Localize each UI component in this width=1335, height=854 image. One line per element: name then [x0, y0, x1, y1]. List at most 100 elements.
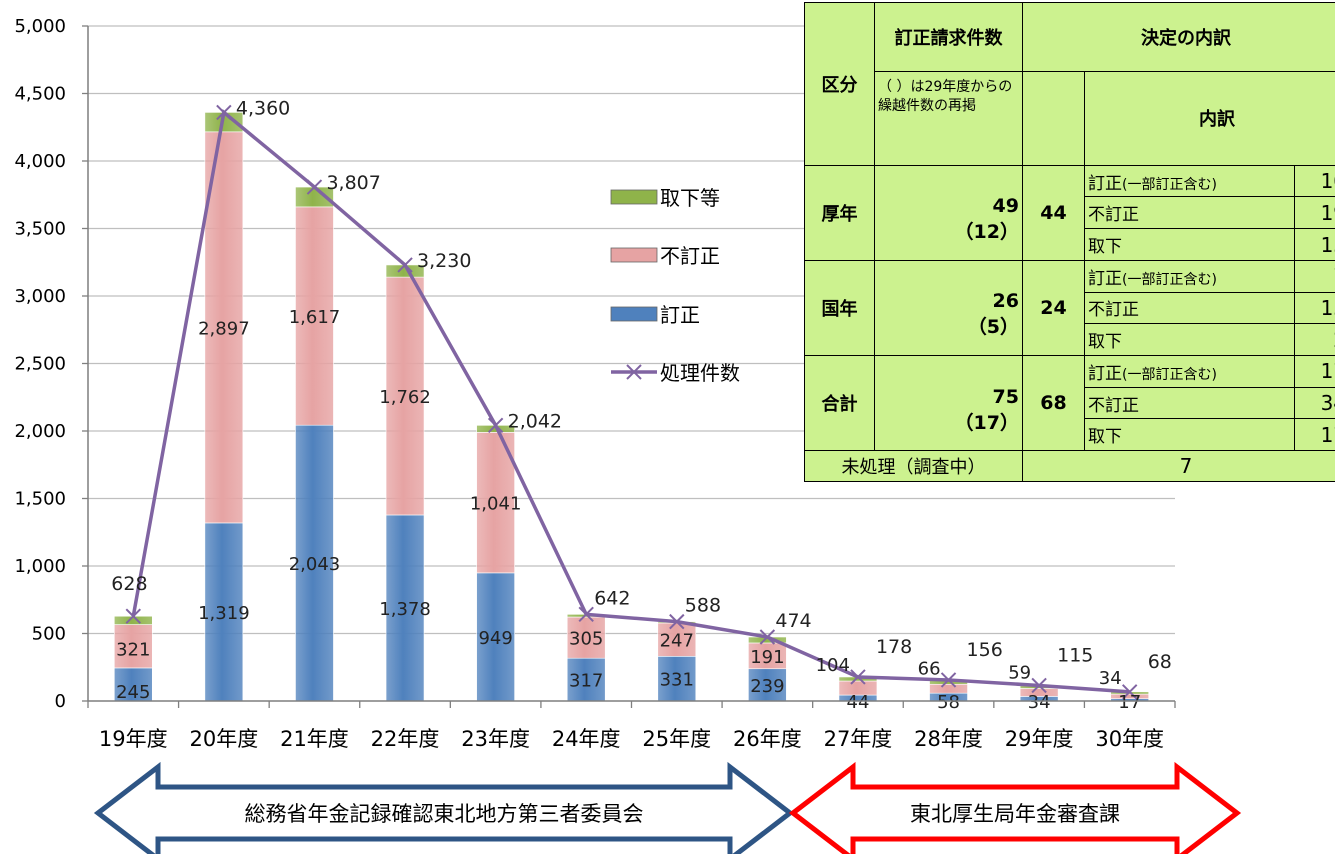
breakdown-value: 19 — [1293, 196, 1335, 230]
label-futeisei: 1,617 — [289, 307, 341, 328]
label-total: 3,230 — [417, 250, 471, 272]
bars — [113, 112, 1150, 702]
label-futeisei: 1,762 — [379, 387, 431, 408]
label-total: 642 — [594, 587, 630, 609]
breakdown-label: 訂正(一部訂正含む) — [1084, 259, 1295, 293]
breakdown-label-text: 取下 — [1088, 237, 1122, 258]
y-tick-label: 0 — [55, 691, 66, 712]
bar-teisei — [566, 657, 606, 702]
total-marker — [669, 613, 685, 630]
y-tick-label: 5,000 — [14, 16, 66, 37]
row-carry-value: （17） — [954, 411, 1019, 434]
breakdown-label-sub: (一部訂正含む) — [1122, 271, 1217, 288]
total-marker — [306, 179, 323, 195]
total-marker — [850, 669, 866, 685]
y-tick-label: 3,000 — [14, 286, 66, 307]
breakdown-label: 取下 — [1084, 418, 1295, 452]
label-futeisei: 34 — [1099, 668, 1122, 689]
label-futeisei: 321 — [116, 639, 150, 660]
y-tick-label: 4,000 — [14, 151, 66, 172]
y-tick-label: 1,500 — [14, 489, 66, 510]
label-teisei: 17 — [1118, 692, 1141, 713]
row-count: 49 （12） — [874, 164, 1023, 261]
legend-item: 訂正 — [610, 303, 700, 327]
breakdown-value: 15 — [1293, 228, 1335, 261]
label-futeisei: 2,897 — [198, 318, 250, 339]
bar-futeisei — [385, 276, 425, 516]
x-tick-label: 30年度 — [1095, 727, 1164, 751]
breakdown-value: 17 — [1293, 355, 1335, 388]
label-total: 4,360 — [236, 97, 290, 119]
label-teisei: 245 — [116, 682, 150, 703]
x-tick-label: 24年度 — [552, 727, 621, 751]
breakdown-label-text: 不訂正 — [1088, 395, 1139, 416]
total-marker — [397, 257, 413, 273]
bar-teisei — [295, 424, 334, 702]
header-count: 訂正請求件数 — [874, 2, 1023, 72]
legend-label: 処理件数 — [660, 361, 740, 385]
breakdown-label: 不訂正 — [1084, 196, 1295, 230]
row-name: 国年 — [804, 259, 875, 357]
header-breakdown: 内訳 — [1083, 70, 1335, 166]
breakdown-label: 訂正(一部訂正含む) — [1084, 355, 1295, 388]
breakdown-value: 15 — [1293, 291, 1335, 325]
label-teisei: 949 — [478, 628, 512, 649]
breakdown-label-sub: (一部訂正含む) — [1122, 366, 1217, 383]
period-band: 東北厚生局年金審査課 — [788, 761, 1242, 854]
breakdown-label: 取下 — [1084, 323, 1295, 357]
breakdown-value: 17 — [1293, 418, 1335, 452]
label-total: 3,807 — [326, 172, 380, 194]
data-labels: 245 321 628 1,319 2,897 4,360 2,043 1,617 3,807 1… — [111, 97, 1172, 713]
row-carry-value: （12） — [954, 221, 1019, 244]
row-name: 合計 — [804, 355, 875, 452]
bar-futeisei — [204, 131, 244, 524]
x-axis: 19年度 20年度 21年度 22年度 23年度 24年度 25年度 26年度 27年度 28年度… — [87, 700, 1176, 751]
y-axis: 0 500 1,000 1,500 2,000 2,500 3,000 3,500 4,000 4… — [14, 16, 89, 712]
legend-label: 訂正 — [660, 303, 700, 327]
legend-item: 取下等 — [610, 186, 720, 210]
label-futeisei: 1,041 — [470, 494, 522, 515]
breakdown-label-text: 不訂正 — [1088, 205, 1139, 226]
row-decided: 24 — [1022, 259, 1085, 357]
bar-teisei — [113, 667, 153, 702]
legend-swatch — [610, 247, 658, 263]
row-carry-value: （5） — [967, 316, 1019, 339]
legend-label: 取下等 — [660, 186, 720, 210]
label-teisei: 317 — [569, 671, 603, 692]
total-line-path — [131, 109, 1130, 694]
row-decided: 68 — [1022, 355, 1085, 452]
breakdown-label-text: 取下 — [1088, 427, 1122, 448]
x-tick-label: 21年度 — [280, 727, 349, 751]
breakdown-value: 34 — [1293, 386, 1335, 420]
label-teisei: 1,378 — [379, 599, 431, 620]
y-tick-label: 2,000 — [14, 421, 66, 442]
legend-item: 不訂正 — [610, 244, 720, 268]
pending-label: 未処理（調査中） — [804, 450, 1023, 482]
label-total: 68 — [1148, 651, 1172, 673]
legend-item-line: 処理件数 — [611, 361, 740, 385]
row-count-value: 49 — [992, 195, 1019, 218]
breakdown-label-sub: (一部訂正含む) — [1122, 176, 1217, 193]
label-futeisei: 59 — [1008, 662, 1031, 683]
total-marker — [125, 608, 141, 624]
bar-futeisei — [657, 622, 697, 657]
row-count-value: 75 — [992, 385, 1019, 408]
breakdown-label: 不訂正 — [1084, 386, 1295, 420]
label-futeisei: 191 — [750, 647, 784, 668]
summary-table: 区分 訂正請求件数 決定の内訳 （ ）は29年度からの繰越件数の再掲 内訳 厚年… — [804, 2, 1335, 482]
label-total: 474 — [775, 610, 811, 632]
label-teisei: 58 — [937, 692, 960, 713]
label-total: 156 — [967, 639, 1003, 661]
breakdown-label-text: 訂正 — [1088, 268, 1122, 289]
band-label: 東北厚生局年金審査課 — [910, 802, 1120, 826]
x-tick-label: 20年度 — [190, 727, 259, 751]
breakdown-label-text: 取下 — [1088, 332, 1122, 353]
y-tick-label: 4,500 — [14, 84, 66, 105]
label-total: 178 — [876, 636, 912, 658]
band-label: 総務省年金記録確認東北地方第三者委員会 — [245, 802, 644, 826]
label-teisei: 34 — [1028, 692, 1051, 713]
total-marker — [759, 629, 776, 645]
label-futeisei: 247 — [660, 631, 694, 652]
header-count-note: （ ）は29年度からの繰越件数の再掲 — [874, 70, 1023, 166]
